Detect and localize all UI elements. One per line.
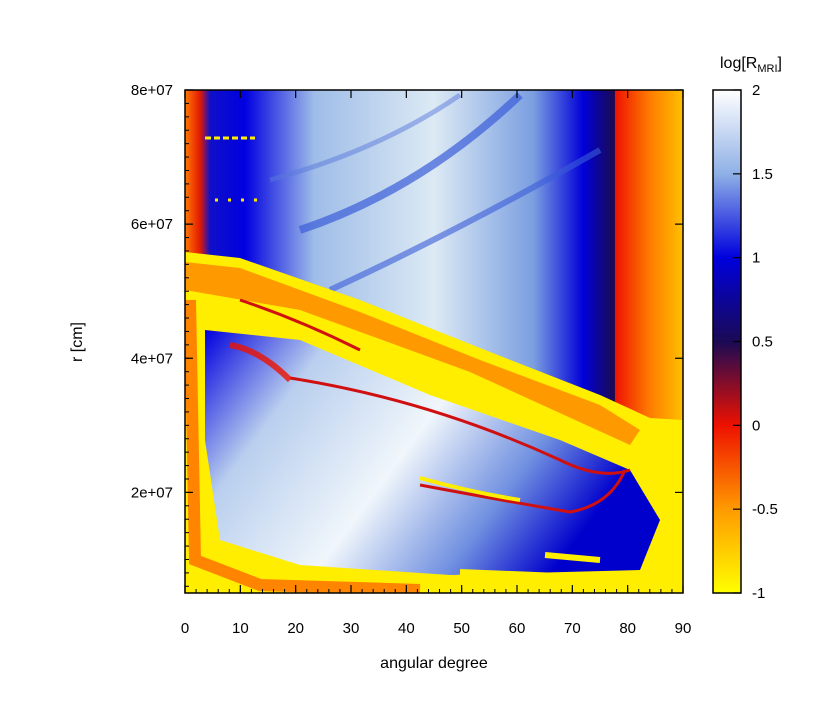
colorbar-title: log[RMRI] <box>720 55 782 75</box>
y-axis-title: r [cm] <box>69 322 86 362</box>
x-tick-label: 40 <box>398 620 415 637</box>
x-axis: 0 10 20 30 40 50 60 70 80 90 <box>181 90 692 637</box>
colorbar-tick-label: -1 <box>752 585 765 602</box>
x-tick-label: 80 <box>619 620 636 637</box>
plot-frame <box>184 89 684 594</box>
colorbar-tick-label: 1 <box>752 250 760 267</box>
colorbar-axis: -1 -0.5 0 0.5 1 1.5 2 <box>733 82 778 602</box>
x-tick-label: 70 <box>564 620 581 637</box>
y-axis: 2e+07 4e+07 6e+07 8e+07 <box>131 82 683 587</box>
x-tick-label: 10 <box>232 620 249 637</box>
colorbar-tick-label: -0.5 <box>752 501 778 518</box>
x-tick-label: 60 <box>509 620 526 637</box>
x-tick-label: 50 <box>453 620 470 637</box>
y-tick-label: 4e+07 <box>131 350 173 367</box>
y-tick-label: 2e+07 <box>131 484 173 501</box>
y-tick-label: 8e+07 <box>131 82 173 99</box>
x-tick-label: 90 <box>675 620 692 637</box>
colorbar-tick-label: 0.5 <box>752 334 773 351</box>
colorbar-tick-label: 0 <box>752 417 760 434</box>
y-tick-label: 6e+07 <box>131 216 173 233</box>
x-tick-label: 20 <box>287 620 304 637</box>
heatmap-field <box>185 90 683 593</box>
colorbar-tick-label: 1.5 <box>752 166 773 183</box>
colorbar-tick-label: 2 <box>752 82 760 99</box>
x-tick-label: 30 <box>343 620 360 637</box>
x-tick-label: 0 <box>181 620 189 637</box>
x-axis-title: angular degree <box>380 655 488 672</box>
